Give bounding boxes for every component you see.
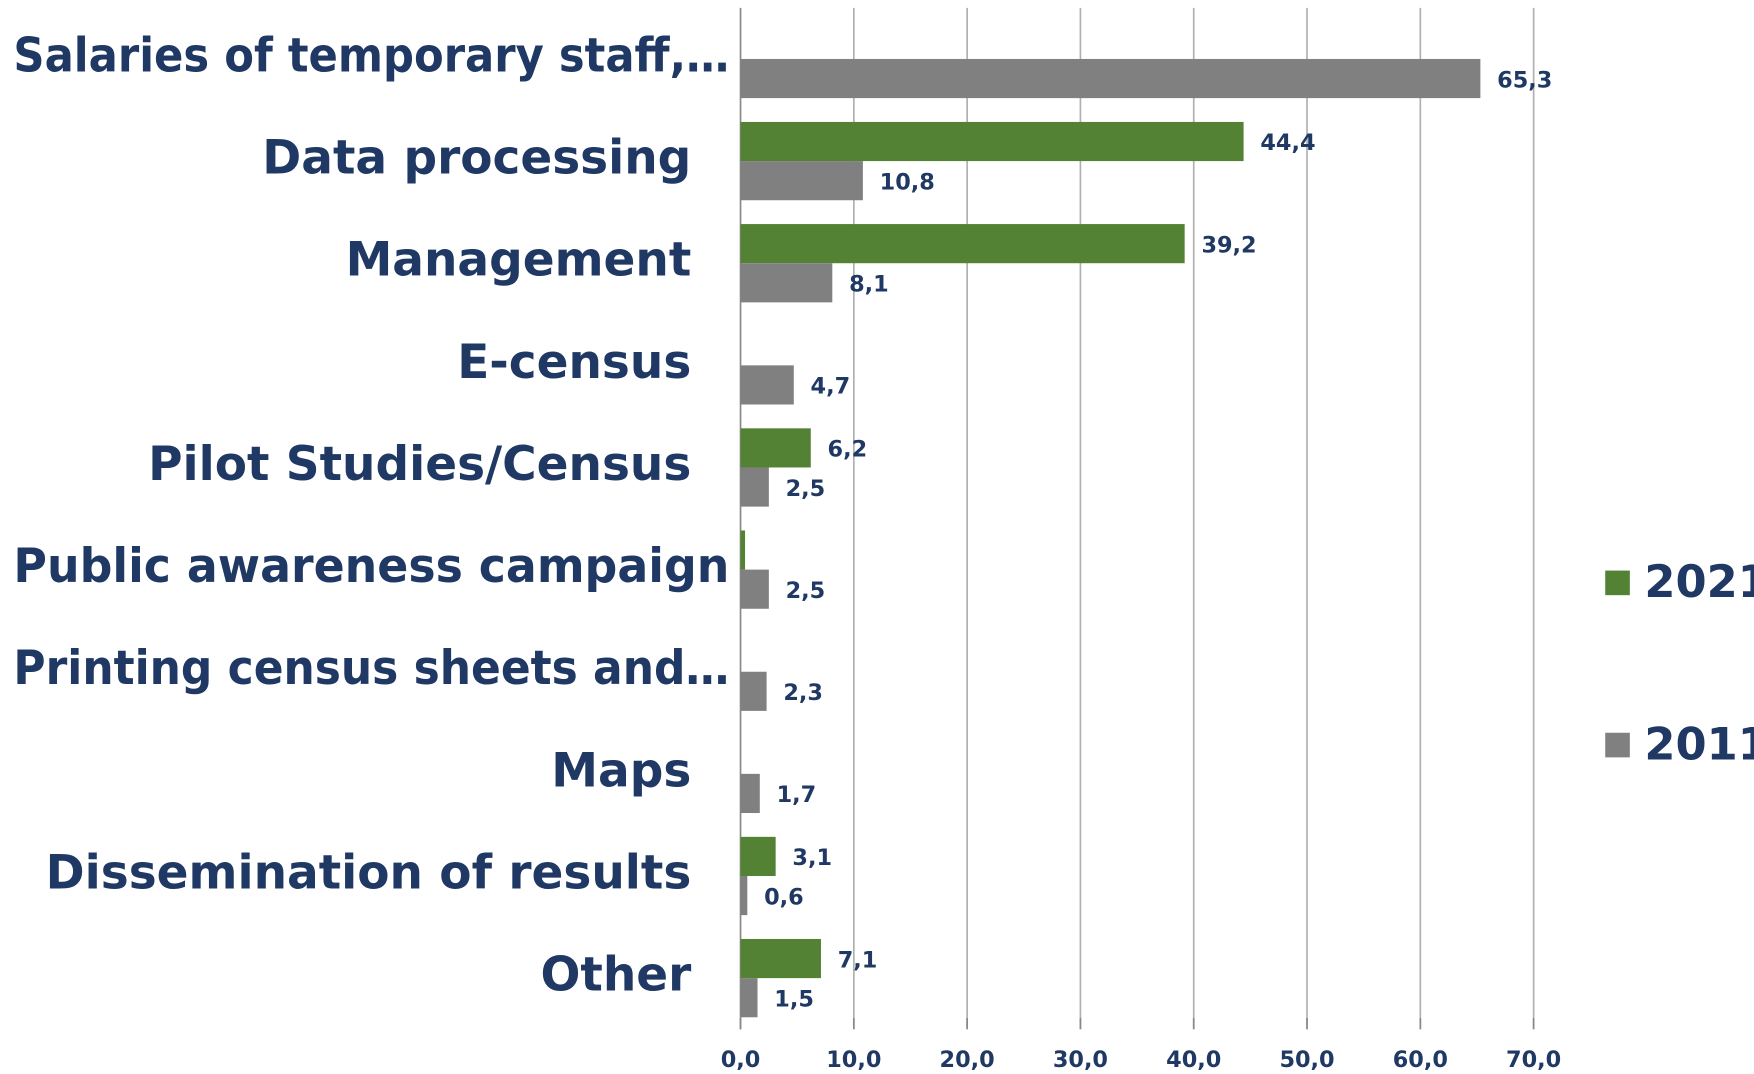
- value-label: 1,7: [777, 782, 817, 808]
- x-tick-label: 10,0: [826, 1047, 881, 1073]
- legend-swatch: [1605, 570, 1630, 596]
- category-label: Printing census sheets and…: [13, 641, 729, 696]
- value-label: 2,5: [786, 578, 826, 604]
- bar: [740, 121, 1244, 162]
- value-label: 0,6: [764, 884, 804, 910]
- x-tick-label: 50,0: [1279, 1047, 1334, 1073]
- x-tick-label: 70,0: [1506, 1047, 1561, 1073]
- bar: [740, 161, 863, 201]
- legend-label: 2021: [1644, 555, 1754, 608]
- value-label: 2,5: [786, 476, 826, 502]
- legend-label: 2011: [1644, 717, 1754, 770]
- value-label: 4,7: [811, 374, 851, 400]
- category-label: Salaries of temporary staff,…: [13, 28, 729, 83]
- category-label: Management: [346, 233, 692, 288]
- value-label: 1,5: [774, 986, 814, 1012]
- value-label: 7,1: [838, 947, 878, 973]
- x-tick-label: 60,0: [1393, 1047, 1448, 1073]
- legend-swatch: [1605, 732, 1630, 758]
- category-label: Data processing: [262, 131, 691, 186]
- x-tick-label: 20,0: [940, 1047, 995, 1073]
- category-label: Dissemination of results: [46, 845, 692, 900]
- bar: [740, 978, 758, 1018]
- x-tick-label: 30,0: [1053, 1047, 1108, 1073]
- value-label: 44,4: [1260, 130, 1315, 156]
- bar: [740, 671, 767, 711]
- x-tick-label: 40,0: [1166, 1047, 1221, 1073]
- bar: [740, 938, 821, 979]
- bar: [740, 773, 760, 814]
- bar: [740, 224, 1185, 264]
- bar: [740, 365, 794, 405]
- category-label: Maps: [551, 743, 691, 798]
- value-label: 3,1: [792, 845, 832, 871]
- value-label: 2,3: [783, 680, 823, 706]
- bar: [740, 428, 811, 468]
- bar: [740, 836, 776, 876]
- value-label: 65,3: [1497, 67, 1552, 93]
- value-label: 6,2: [828, 437, 868, 463]
- bar: [740, 58, 1481, 99]
- value-label: 39,2: [1201, 232, 1256, 258]
- bar: [740, 467, 769, 507]
- bar: [740, 530, 746, 570]
- x-tick-label: 0,0: [721, 1047, 761, 1073]
- category-label: E-census: [457, 335, 691, 390]
- category-label: Pilot Studies/Census: [148, 437, 691, 492]
- bar: [740, 569, 769, 609]
- category-label: Other: [540, 948, 692, 1003]
- bar: [740, 875, 748, 916]
- bar: [740, 263, 833, 303]
- value-label: 8,1: [849, 272, 889, 298]
- category-label: Public awareness campaign: [13, 539, 729, 594]
- value-label: 10,8: [880, 169, 935, 195]
